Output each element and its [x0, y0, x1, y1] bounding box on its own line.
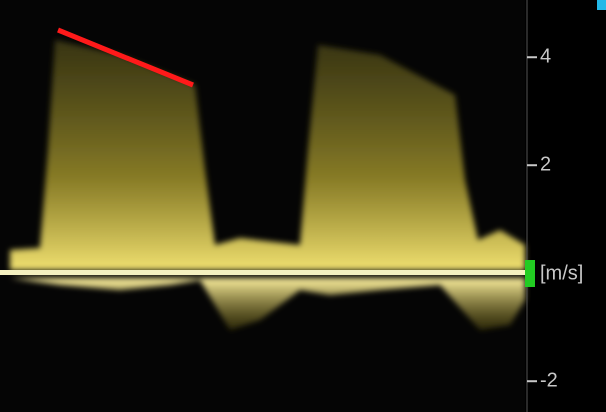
tick-label: 2: [540, 154, 551, 176]
indicator: [597, 0, 606, 10]
tick-label: -2: [540, 370, 558, 392]
tick-label: 4: [540, 46, 551, 68]
baseline-marker: [525, 260, 535, 287]
reverse-flow: [10, 278, 525, 330]
spectrum: [10, 40, 525, 330]
unit-label: [m/s]: [540, 262, 583, 284]
annotation-line: [57, 27, 194, 88]
scale-background: [525, 0, 606, 412]
baseline: [0, 270, 525, 275]
forward-flow: [10, 40, 525, 270]
